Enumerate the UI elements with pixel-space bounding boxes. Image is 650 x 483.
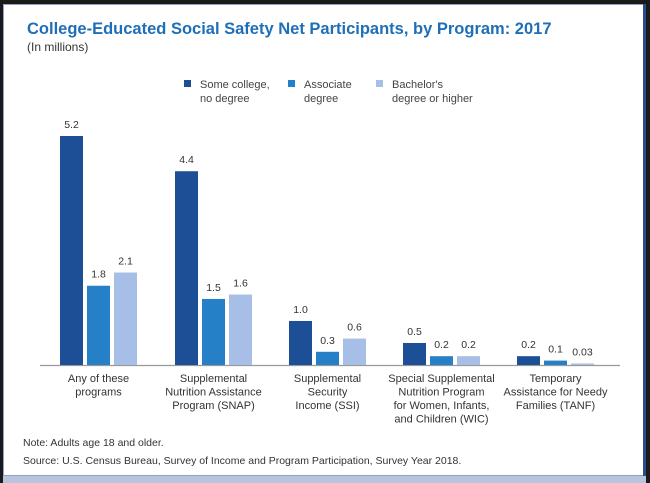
chart-note: Note: Adults age 18 and older.	[23, 437, 164, 449]
category-label: Temporary Assistance for Needy Families (T…	[504, 373, 608, 412]
legend-label: Some college, no degree	[200, 79, 270, 105]
category-label: Supplemental Security Income (SSI)	[294, 373, 361, 412]
data-label: 0.3	[320, 335, 335, 347]
category-label-line: for Women, Infants,	[394, 400, 490, 412]
category-label-line: Supplemental	[180, 373, 247, 385]
category-label: Any of these programs	[68, 373, 129, 399]
data-label: 0.6	[347, 322, 362, 334]
data-label: 1.5	[206, 282, 221, 294]
chart-frame	[3, 4, 645, 476]
bar	[175, 171, 198, 365]
bar	[87, 285, 110, 365]
category-label-line: Families (TANF)	[516, 400, 595, 412]
category-label: Special Supplemental Nutrition Program for…	[388, 373, 494, 426]
category-label-line: Nutrition Program	[398, 387, 484, 399]
category-label-line: programs	[75, 387, 122, 399]
bar	[114, 272, 137, 365]
legend-swatch	[376, 80, 383, 87]
category-label-line: Any of these	[68, 373, 129, 385]
data-label: 1.6	[233, 278, 248, 290]
category-label-line: Temporary	[530, 373, 582, 385]
chart-source: Source: U.S. Census Bureau, Survey of In…	[23, 455, 462, 467]
legend-label: Associate degree	[304, 79, 352, 105]
data-label: 5.2	[64, 119, 79, 131]
data-label: 1.0	[293, 304, 308, 316]
frame-edge-bottom	[3, 476, 646, 483]
data-label: 0.2	[461, 339, 476, 351]
chart-title: College-Educated Social Safety Net Parti…	[27, 20, 552, 38]
frame-edge-right	[643, 4, 646, 476]
bar	[544, 360, 567, 365]
bar	[430, 356, 453, 365]
legend-label: Bachelor's degree or higher	[392, 79, 473, 105]
bar	[457, 356, 480, 365]
bar	[403, 342, 426, 365]
category-label-line: Income (SSI)	[295, 400, 359, 412]
data-label: 0.2	[434, 339, 449, 351]
category-label: Supplemental Nutrition Assistance Program …	[165, 373, 262, 412]
category-label-line: Program (SNAP)	[172, 400, 255, 412]
data-label: 2.1	[118, 256, 133, 268]
data-label: 0.2	[521, 339, 536, 351]
category-label-line: Security	[308, 387, 348, 399]
category-label-line: and Children (WIC)	[394, 414, 488, 426]
category-label-line: Assistance for Needy	[504, 387, 608, 399]
data-label: 0.1	[548, 344, 563, 356]
bar	[316, 351, 339, 365]
data-label: 1.8	[91, 269, 106, 281]
legend-swatch	[184, 80, 191, 87]
bar	[60, 136, 83, 365]
bar	[289, 320, 312, 365]
bar	[343, 338, 366, 365]
bar	[517, 356, 540, 365]
chart-subtitle: (In millions)	[27, 40, 89, 54]
data-label: 0.03	[572, 347, 593, 359]
data-label: 4.4	[179, 154, 194, 166]
category-label-line: Special Supplemental	[388, 373, 494, 385]
category-label-line: Nutrition Assistance	[165, 387, 262, 399]
data-label: 0.5	[407, 326, 422, 338]
category-label-line: Supplemental	[294, 373, 361, 385]
bar	[202, 298, 225, 365]
bar	[229, 294, 252, 365]
legend-swatch	[288, 80, 295, 87]
bar	[571, 363, 594, 365]
